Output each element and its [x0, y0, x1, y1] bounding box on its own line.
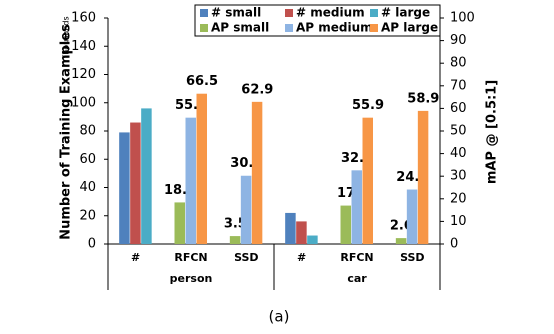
y2-tick-label: 20	[450, 191, 467, 206]
y2-tick-label: 90	[450, 33, 467, 48]
bar	[174, 202, 185, 244]
x-tick-label: RFCN	[340, 251, 373, 264]
y-tick-label: 0	[88, 237, 96, 252]
legend-label: # large	[381, 6, 430, 20]
bar	[119, 132, 130, 244]
x-tick-label: #	[297, 251, 306, 264]
legend-swatch	[370, 24, 378, 32]
bar	[351, 170, 362, 244]
y2-tick-label: 80	[450, 56, 467, 71]
y-title: Number of Training Examples	[59, 24, 74, 240]
bar	[395, 238, 407, 244]
legend-swatch	[370, 9, 378, 17]
bar	[406, 189, 418, 244]
bar	[307, 235, 318, 244]
legend-label: AP small	[211, 21, 269, 35]
group-label: car	[347, 272, 367, 285]
y2-tick-label: 50	[450, 124, 467, 139]
data-label: 58.9	[407, 91, 439, 106]
y-tick-label: 60	[79, 152, 96, 167]
y-tick-label: 20	[79, 208, 96, 223]
bar	[229, 236, 241, 244]
bar	[240, 175, 252, 244]
y-tick-label: 40	[79, 180, 96, 195]
y-tick-label: 160	[71, 11, 96, 26]
bar	[417, 110, 429, 244]
data-label: 62.9	[241, 82, 273, 97]
x-tick-label: #	[131, 251, 140, 264]
y2-tick-label: 40	[450, 146, 467, 161]
x-tick-label: RFCN	[174, 251, 207, 264]
caption: (a)	[269, 308, 290, 326]
bar	[296, 221, 307, 244]
bar	[251, 101, 263, 244]
legend-swatch	[285, 9, 293, 17]
y-tick-label: 120	[71, 67, 96, 82]
legend-label: AP large	[381, 21, 438, 35]
y2-tick-label: 60	[450, 101, 467, 116]
x-tick-label: SSD	[400, 251, 424, 264]
bar	[285, 212, 296, 244]
y-unit: Thousands	[62, 16, 71, 60]
y2-title: mAP @ [0.5:1]	[485, 80, 500, 184]
data-label: 17	[337, 186, 355, 201]
legend-label: AP medium	[296, 21, 373, 35]
y2-tick-label: 30	[450, 169, 467, 184]
legend-swatch	[285, 24, 293, 32]
group-label: person	[170, 272, 213, 285]
bar	[130, 122, 141, 244]
y2-tick-label: 10	[450, 214, 467, 229]
x-tick-label: SSD	[234, 251, 258, 264]
y-tick-label: 140	[71, 39, 96, 54]
legend-swatch	[200, 24, 208, 32]
bar	[185, 117, 196, 244]
legend-label: # small	[211, 6, 261, 20]
y2-tick-label: 70	[450, 78, 467, 93]
y2-tick-label: 0	[450, 237, 458, 252]
y-tick-label: 100	[71, 95, 96, 110]
data-label: 66.5	[186, 74, 218, 89]
bar	[362, 117, 373, 244]
bar	[196, 93, 207, 245]
bar	[141, 108, 152, 245]
legend-label: # medium	[296, 6, 365, 20]
y2-tick-label: 100	[450, 11, 475, 26]
legend-swatch	[200, 9, 208, 17]
bar	[340, 205, 351, 244]
data-label: 55.9	[352, 98, 384, 113]
y-tick-label: 80	[79, 124, 96, 139]
